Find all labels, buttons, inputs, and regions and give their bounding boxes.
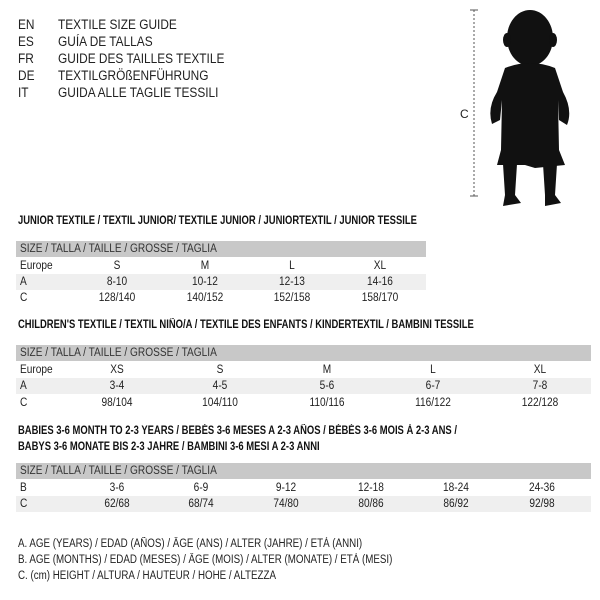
babies-section-title-line1: BABIES 3-6 MONTH TO 2-3 YEARS / BEBÉS 3-… — [18, 425, 457, 437]
table-cell: 5-6 — [319, 380, 335, 392]
size-header-label: SIZE / TALLA / TAILLE / GRÖSSE / TAGLIA — [20, 243, 217, 255]
junior-section-title: JUNIOR TEXTILE / TEXTIL JUNIOR/ TEXTILE … — [18, 215, 417, 227]
babies-section-title-line2: BABYS 3-6 MONATE BIS 2-3 JAHRE / BAMBINI… — [18, 441, 320, 453]
size-header-row: SIZE / TALLA / TAILLE / GRÖSSE / TAGLIA — [16, 345, 591, 361]
child-silhouette-icon — [490, 10, 570, 206]
children-title-text: CHILDREN'S TEXTILE / TEXTIL NIÑO/A / TEX… — [18, 319, 474, 331]
row-label: A — [20, 380, 27, 392]
table-cell: 12-18 — [358, 482, 384, 494]
language-title: GUÍA DE TALLAS — [58, 34, 153, 49]
size-header-row: SIZE / TALLA / TAILLE / GRÖSSE / TAGLIA — [16, 241, 426, 257]
table-cell: 8-10 — [106, 276, 128, 288]
table-cell: 140/152 — [186, 292, 224, 304]
language-title: GUIDE DES TAILLES TEXTILE — [58, 51, 225, 66]
table-row: A 8-10 10-12 12-13 14-16 — [16, 274, 426, 290]
table-cell: 158/170 — [361, 292, 399, 304]
table-cell: 128/140 — [98, 292, 136, 304]
table-cell: S — [113, 260, 121, 272]
legend-c: C. (cm) HEIGHT / ALTURA / HAUTEUR / HÖHE… — [18, 570, 276, 582]
table-cell: 6-7 — [425, 380, 441, 392]
table-cell: 6-9 — [193, 482, 209, 494]
table-row: Europe XS S M L XL — [16, 362, 591, 378]
language-code: ES — [18, 34, 34, 49]
row-label: C — [20, 292, 28, 304]
language-code: IT — [18, 85, 29, 100]
size-header-label: SIZE / TALLA / TAILLE / GRÖSSE / TAGLIA — [20, 465, 217, 477]
table-cell: 68/74 — [188, 498, 214, 510]
table-cell: 80/86 — [358, 498, 384, 510]
table-cell: M — [200, 260, 210, 272]
table-cell: 86/92 — [443, 498, 469, 510]
table-cell: XL — [533, 364, 547, 376]
row-label: A — [20, 276, 27, 288]
language-title: TEXTILGRÖßENFÜHRUNG — [58, 68, 209, 83]
table-row: C 128/140 140/152 152/158 158/170 — [16, 290, 426, 306]
children-section-title: CHILDREN'S TEXTILE / TEXTIL NIÑO/A / TEX… — [18, 319, 474, 331]
table-cell: L — [289, 260, 295, 272]
table-cell: 116/122 — [415, 397, 451, 409]
table-cell: S — [216, 364, 224, 376]
table-cell: 62/68 — [104, 498, 130, 510]
table-cell: 4-5 — [212, 380, 228, 392]
table-cell: 14-16 — [367, 276, 393, 288]
size-header-label: SIZE / TALLA / TAILLE / GRÖSSE / TAGLIA — [20, 347, 217, 359]
table-cell: 7-8 — [532, 380, 548, 392]
size-header-row: SIZE / TALLA / TAILLE / GRÖSSE / TAGLIA — [16, 463, 591, 479]
language-title: TEXTILE SIZE GUIDE — [58, 17, 177, 32]
table-cell: 152/158 — [273, 292, 311, 304]
table-cell: 104/110 — [202, 397, 238, 409]
table-cell: 3-4 — [109, 380, 125, 392]
language-code: DE — [18, 68, 35, 83]
table-cell: 122/128 — [521, 397, 559, 409]
legend-a: A. AGE (YEARS) / EDAD (AÑOS) / ÂGE (ANS)… — [18, 538, 363, 550]
row-label: C — [20, 498, 28, 510]
table-cell: M — [322, 364, 332, 376]
table-cell: 92/98 — [529, 498, 555, 510]
table-row: C 62/68 68/74 74/80 80/86 86/92 92/98 — [16, 496, 591, 512]
child-silhouette-figure — [470, 9, 570, 206]
table-row: Europe S M L XL — [16, 258, 426, 274]
row-label: Europe — [20, 364, 53, 376]
height-measure-label: C — [460, 107, 469, 121]
table-cell: 98/104 — [101, 397, 133, 409]
table-cell: XS — [110, 364, 124, 376]
table-cell: 18-24 — [443, 482, 469, 494]
height-measure-line — [470, 9, 478, 197]
table-cell: 110/116 — [309, 397, 345, 409]
table-cell: 3-6 — [109, 482, 125, 494]
legend-b: B. AGE (MONTHS) / EDAD (MESES) / ÂGE (MO… — [18, 554, 393, 566]
row-label: B — [20, 482, 27, 494]
row-label: Europe — [20, 260, 53, 272]
table-cell: XL — [373, 260, 387, 272]
table-cell: 10-12 — [192, 276, 218, 288]
table-cell: 74/80 — [273, 498, 299, 510]
row-label: C — [20, 397, 28, 409]
table-cell: 24-36 — [529, 482, 555, 494]
language-code: FR — [18, 51, 34, 66]
table-cell: 12-13 — [279, 276, 305, 288]
language-code: EN — [18, 17, 35, 32]
table-cell: 9-12 — [275, 482, 297, 494]
table-row: A 3-4 4-5 5-6 6-7 7-8 — [16, 378, 591, 394]
table-row: B 3-6 6-9 9-12 12-18 18-24 24-36 — [16, 480, 591, 496]
table-cell: L — [430, 364, 436, 376]
language-title: GUIDA ALLE TAGLIE TESSILI — [58, 85, 219, 100]
table-row: C 98/104 104/110 110/116 116/122 122/128 — [16, 395, 591, 411]
